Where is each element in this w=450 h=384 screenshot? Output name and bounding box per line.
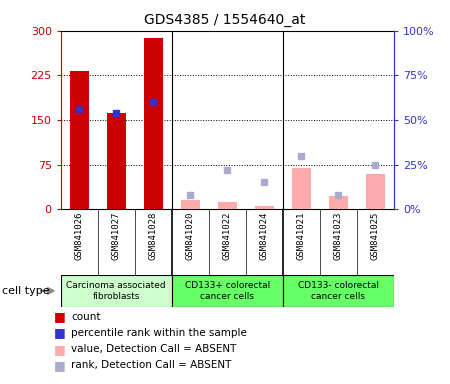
Bar <box>283 275 394 307</box>
Bar <box>172 275 283 307</box>
Text: GSM841022: GSM841022 <box>223 211 232 260</box>
Text: CD133- colorectal
cancer cells: CD133- colorectal cancer cells <box>298 281 379 301</box>
Text: ■: ■ <box>54 359 66 372</box>
Text: CD133+ colorectal
cancer cells: CD133+ colorectal cancer cells <box>184 281 270 301</box>
Text: GSM841026: GSM841026 <box>75 211 84 260</box>
Text: percentile rank within the sample: percentile rank within the sample <box>71 328 247 338</box>
Text: GSM841020: GSM841020 <box>186 211 195 260</box>
Text: GSM841023: GSM841023 <box>334 211 343 260</box>
Bar <box>255 206 274 209</box>
Text: ■: ■ <box>54 343 66 356</box>
Bar <box>107 113 126 209</box>
Bar <box>218 202 237 209</box>
Bar <box>144 38 162 209</box>
Text: value, Detection Call = ABSENT: value, Detection Call = ABSENT <box>71 344 237 354</box>
Text: cell type: cell type <box>2 286 50 296</box>
Bar <box>292 168 310 209</box>
Bar <box>366 174 384 209</box>
Text: GSM841021: GSM841021 <box>297 211 306 260</box>
Bar <box>329 196 347 209</box>
Text: GSM841025: GSM841025 <box>371 211 380 260</box>
Text: Carcinoma associated
fibroblasts: Carcinoma associated fibroblasts <box>67 281 166 301</box>
Text: GDS4385 / 1554640_at: GDS4385 / 1554640_at <box>144 13 306 27</box>
Text: ■: ■ <box>54 326 66 339</box>
Text: count: count <box>71 312 101 322</box>
Text: ■: ■ <box>54 310 66 323</box>
Bar <box>70 71 89 209</box>
Text: rank, Detection Call = ABSENT: rank, Detection Call = ABSENT <box>71 360 231 370</box>
Text: GSM841027: GSM841027 <box>112 211 121 260</box>
Text: GSM841028: GSM841028 <box>149 211 158 260</box>
Text: GSM841024: GSM841024 <box>260 211 269 260</box>
Bar <box>181 200 199 209</box>
Bar <box>61 275 172 307</box>
